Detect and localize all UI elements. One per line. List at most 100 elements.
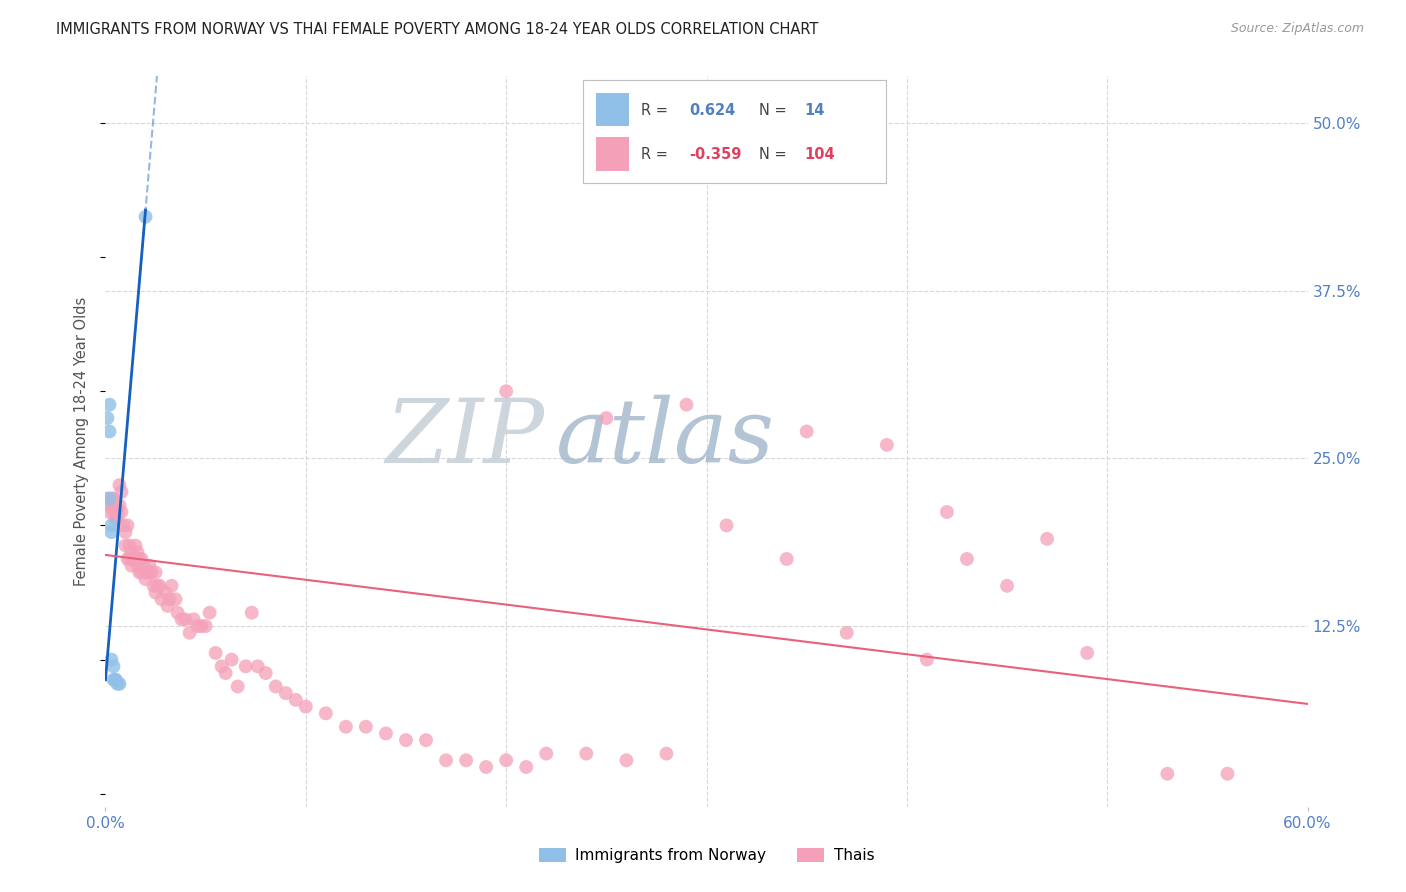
- Point: [284, 693, 307, 707]
- Point: [131, 566, 153, 580]
- Text: ZIP: ZIP: [385, 394, 544, 482]
- Point: [956, 552, 979, 566]
- Y-axis label: Female Poverty Among 18-24 Year Olds: Female Poverty Among 18-24 Year Olds: [75, 297, 90, 586]
- Point: [1216, 766, 1239, 780]
- Point: [98, 398, 121, 412]
- Point: [716, 518, 738, 533]
- Point: [121, 558, 143, 573]
- Point: [112, 518, 135, 533]
- Point: [434, 753, 457, 767]
- Point: [124, 552, 146, 566]
- Text: Source: ZipAtlas.com: Source: ZipAtlas.com: [1230, 22, 1364, 36]
- Point: [495, 384, 517, 399]
- Point: [117, 552, 139, 566]
- Point: [1156, 766, 1178, 780]
- Point: [146, 579, 169, 593]
- Point: [138, 566, 160, 580]
- Point: [240, 606, 263, 620]
- Point: [198, 606, 221, 620]
- Point: [132, 558, 155, 573]
- Point: [495, 753, 517, 767]
- Point: [221, 652, 243, 666]
- Text: 14: 14: [804, 103, 824, 118]
- Bar: [596, 93, 628, 127]
- Point: [454, 753, 477, 767]
- Point: [124, 539, 146, 553]
- Point: [98, 425, 121, 439]
- Text: -0.359: -0.359: [689, 146, 742, 161]
- Point: [776, 552, 799, 566]
- Point: [179, 625, 201, 640]
- Point: [117, 518, 139, 533]
- Point: [150, 592, 173, 607]
- Point: [142, 579, 165, 593]
- Point: [1076, 646, 1098, 660]
- Point: [415, 733, 437, 747]
- Point: [100, 518, 122, 533]
- Point: [136, 566, 159, 580]
- Point: [835, 625, 858, 640]
- Bar: [596, 136, 628, 170]
- Point: [131, 552, 153, 566]
- Point: [110, 484, 132, 499]
- Point: [174, 612, 197, 626]
- Point: [160, 579, 183, 593]
- Point: [122, 552, 145, 566]
- Point: [104, 512, 127, 526]
- Point: [595, 411, 617, 425]
- Point: [118, 539, 141, 553]
- Point: [796, 425, 818, 439]
- Text: atlas: atlas: [557, 394, 775, 482]
- Point: [155, 585, 177, 599]
- Point: [108, 478, 131, 492]
- Point: [128, 566, 150, 580]
- Point: [148, 579, 170, 593]
- Point: [194, 619, 217, 633]
- Point: [165, 592, 187, 607]
- Point: [915, 652, 938, 666]
- Point: [98, 505, 121, 519]
- Point: [211, 659, 233, 673]
- Point: [127, 545, 149, 559]
- Point: [107, 677, 129, 691]
- Point: [187, 619, 209, 633]
- Text: N =: N =: [759, 146, 792, 161]
- Point: [170, 612, 193, 626]
- Point: [128, 552, 150, 566]
- Point: [138, 558, 160, 573]
- Point: [104, 673, 127, 687]
- Point: [655, 747, 678, 761]
- Point: [254, 666, 277, 681]
- Legend: Immigrants from Norway, Thais: Immigrants from Norway, Thais: [533, 842, 880, 869]
- Point: [110, 505, 132, 519]
- Point: [675, 398, 697, 412]
- Point: [876, 438, 898, 452]
- Point: [104, 498, 127, 512]
- Point: [214, 666, 236, 681]
- Point: [354, 720, 377, 734]
- Point: [156, 599, 179, 613]
- Point: [475, 760, 498, 774]
- Point: [118, 552, 141, 566]
- Point: [335, 720, 357, 734]
- Text: R =: R =: [641, 103, 672, 118]
- Text: 0.624: 0.624: [689, 103, 735, 118]
- Point: [103, 491, 125, 506]
- Point: [103, 673, 125, 687]
- Point: [100, 491, 122, 506]
- Point: [98, 491, 121, 506]
- Point: [141, 566, 163, 580]
- Point: [166, 606, 188, 620]
- Point: [100, 652, 122, 666]
- Point: [108, 498, 131, 512]
- Point: [534, 747, 557, 761]
- Point: [114, 539, 136, 553]
- Point: [127, 558, 149, 573]
- Text: R =: R =: [641, 146, 672, 161]
- Point: [264, 680, 287, 694]
- Point: [204, 646, 226, 660]
- Text: 104: 104: [804, 146, 835, 161]
- Point: [315, 706, 337, 721]
- Point: [235, 659, 257, 673]
- Text: N =: N =: [759, 103, 792, 118]
